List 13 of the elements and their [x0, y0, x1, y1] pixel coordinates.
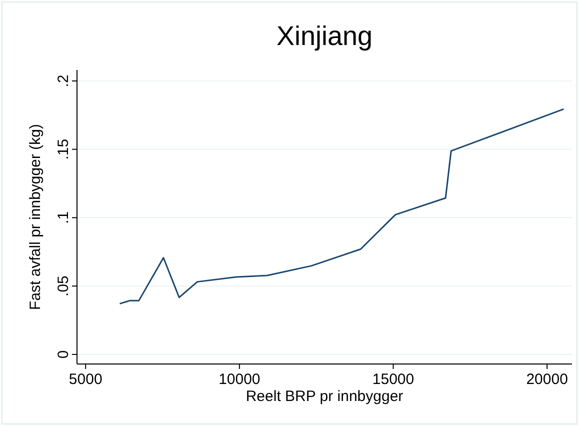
y-tick-label: 0 [55, 350, 72, 359]
x-tick-label: 20000 [526, 371, 568, 388]
x-axis-title: Reelt BRP pr innbygger [246, 388, 404, 405]
line-series [119, 108, 564, 304]
y-tick-label: .2 [55, 74, 72, 88]
x-tick-label: 10000 [218, 371, 260, 388]
y-axis-title: Fast avfall pr innbygger (kg) [27, 124, 44, 310]
y-tick-label: .1 [55, 211, 72, 224]
y-tick-label: .05 [55, 276, 72, 296]
y-tick-label: .15 [55, 138, 72, 160]
x-tick-label: 5000 [68, 371, 102, 388]
x-tick-label: 15000 [372, 371, 414, 388]
chart-title: Xinjiang [276, 21, 373, 51]
